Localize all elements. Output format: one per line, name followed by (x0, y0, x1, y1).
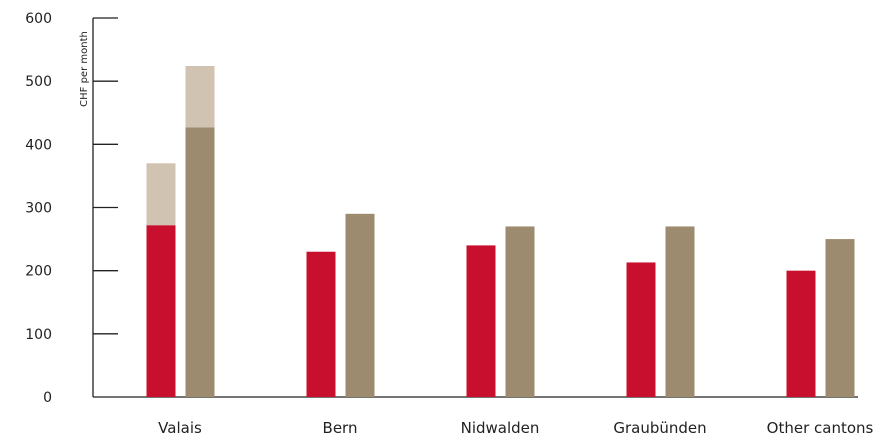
category-label: Other cantons (767, 419, 874, 437)
category-label: Graubünden (613, 419, 706, 437)
bar-segment (626, 262, 656, 397)
bar-segment (505, 226, 535, 397)
y-tick-label: 100 (25, 327, 52, 343)
bar-segment (146, 225, 176, 397)
bar-segment (146, 163, 176, 226)
axes: 0 100 200 300 400 500 600 (25, 11, 858, 406)
bar-segment (466, 245, 496, 397)
bar-segment (345, 213, 375, 397)
bar-segment (185, 66, 215, 128)
y-tick-label: 200 (25, 264, 52, 280)
y-axis-label: CHF per month (79, 31, 90, 107)
category-label: Nidwalden (461, 419, 540, 437)
y-tick-label: 300 (25, 201, 52, 217)
y-tick-label: 0 (43, 390, 52, 406)
y-tick-label: 600 (25, 11, 52, 27)
y-tick-label: 500 (25, 74, 52, 90)
bar-segment (665, 226, 695, 397)
category-label: Bern (323, 419, 358, 437)
category-label: Valais (158, 419, 202, 437)
bar-segment (185, 127, 215, 398)
bar-segment (306, 251, 336, 397)
y-tick-label: 400 (25, 137, 52, 153)
bar-segment (786, 270, 816, 397)
bars (146, 66, 855, 398)
labels: Valais Bern Nidwalden Graubünden Other canto… (158, 419, 873, 437)
bar-segment (825, 239, 855, 397)
